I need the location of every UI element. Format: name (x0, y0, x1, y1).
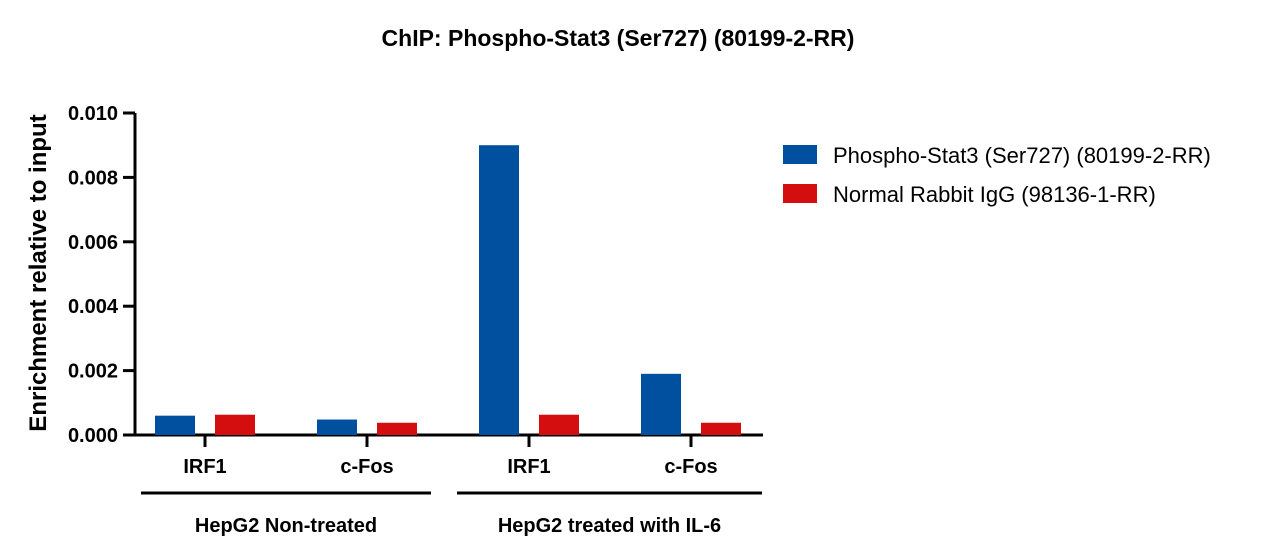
group-label: HepG2 treated with IL-6 (498, 515, 721, 537)
legend-swatch (783, 145, 817, 164)
legend-swatch (783, 184, 817, 203)
y-tick-label: 0.002 (68, 361, 118, 383)
bar (641, 373, 681, 435)
y-tick-label: 0.008 (68, 167, 118, 189)
category-label: c-Fos (664, 456, 717, 478)
bar (539, 414, 579, 435)
legend-label: Phospho-Stat3 (Ser727) (80199-2-RR) (833, 143, 1211, 168)
category-label: IRF1 (183, 456, 226, 478)
category-label: IRF1 (507, 456, 550, 478)
bar (701, 422, 741, 435)
y-tick-label: 0.010 (68, 103, 118, 125)
category-labels: IRF1 c-Fos IRF1 c-Fos (183, 456, 717, 478)
legend-label: Normal Rabbit IgG (98136-1-RR) (833, 182, 1156, 207)
legend: Phospho-Stat3 (Ser727) (80199-2-RR) Norma… (783, 143, 1211, 207)
y-tick-label: 0.006 (68, 232, 118, 254)
x-axis (133, 433, 763, 447)
bar (215, 414, 255, 435)
y-axis-label: Enrichment relative to input (25, 114, 52, 431)
y-axis: 0.000 0.002 0.004 0.006 0.008 0.010 (68, 103, 137, 447)
category-label: c-Fos (340, 456, 393, 478)
bars (155, 145, 741, 435)
chart-title: ChIP: Phospho-Stat3 (Ser727) (80199-2-RR… (382, 25, 855, 51)
group-labels: HepG2 Non-treated HepG2 treated with IL-6 (141, 491, 762, 537)
bar (479, 145, 519, 435)
y-tick-label: 0.004 (68, 296, 119, 318)
bar (155, 415, 195, 435)
bar (317, 419, 357, 435)
bar (377, 422, 417, 435)
group-label: HepG2 Non-treated (195, 515, 377, 537)
y-tick-label: 0.000 (68, 425, 118, 447)
